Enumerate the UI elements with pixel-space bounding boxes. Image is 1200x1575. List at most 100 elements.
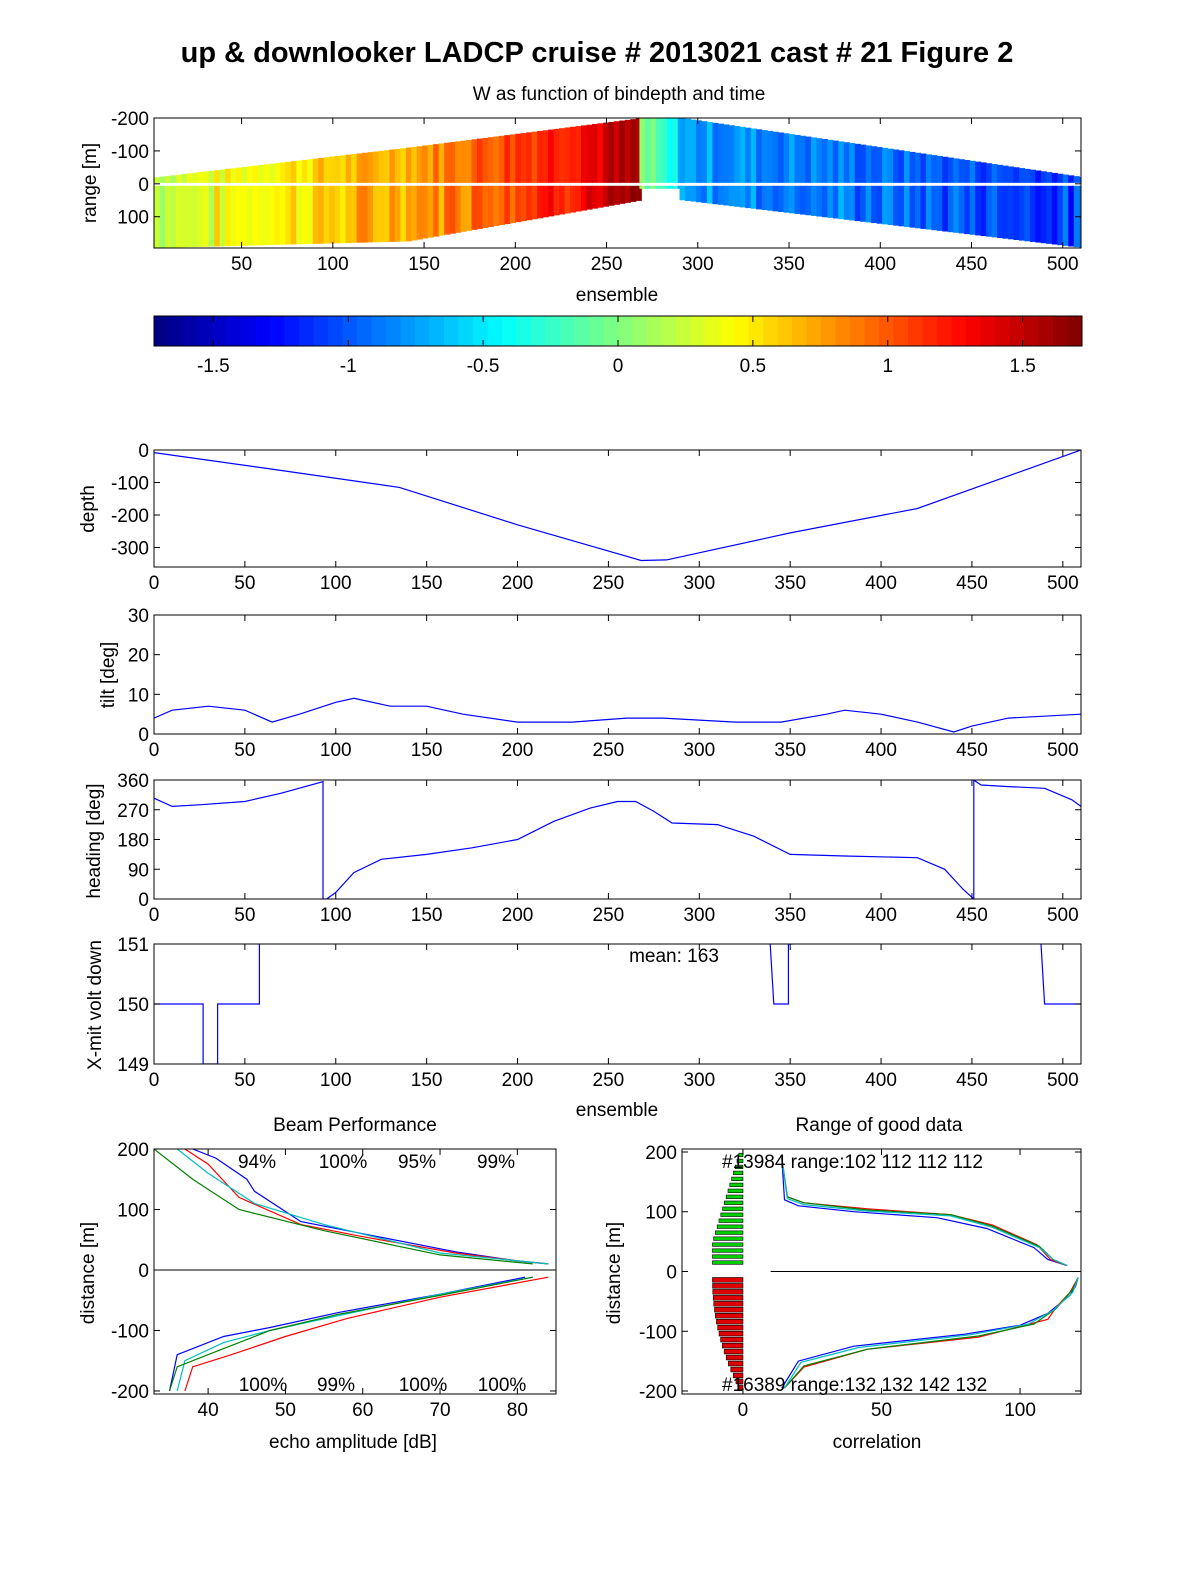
w-cell xyxy=(252,185,259,246)
w-cell xyxy=(487,137,495,183)
tilt-xtick-label: 300 xyxy=(683,740,715,761)
xmit-ytick-label: 151 xyxy=(117,935,149,956)
w-cell xyxy=(613,185,620,205)
depth-frame xyxy=(153,449,1082,568)
w-cell xyxy=(745,127,752,183)
w-cell xyxy=(1068,185,1075,247)
colorbar-swatch xyxy=(995,316,1010,346)
w-cell xyxy=(1073,176,1080,183)
w-cell xyxy=(334,155,341,183)
w-cell xyxy=(208,170,215,183)
w-cell xyxy=(203,185,210,247)
w-cell xyxy=(378,185,385,243)
colorbar-tick-label: 0 xyxy=(613,356,624,377)
w-cell xyxy=(520,133,527,183)
w-cell xyxy=(991,164,998,183)
tilt-xtick-label: 200 xyxy=(502,740,534,761)
heading-ytick-label: 270 xyxy=(117,801,149,822)
w-cell xyxy=(274,163,281,183)
w-cell xyxy=(871,146,878,183)
xmit-xlabel: ensemble xyxy=(576,1100,658,1121)
w-cell xyxy=(1057,185,1064,246)
w-cell xyxy=(564,185,571,214)
w-cell xyxy=(898,185,905,227)
w-cell xyxy=(159,176,166,183)
w-cell xyxy=(1051,172,1058,183)
w-cell xyxy=(389,185,396,242)
w-cell xyxy=(154,177,161,183)
beam-ytick-label: 100 xyxy=(117,1200,149,1221)
w-cell xyxy=(838,141,845,183)
range-ytick-label: 200 xyxy=(645,1143,677,1164)
w-cell xyxy=(570,126,577,183)
w-cell xyxy=(230,185,237,246)
w-cell xyxy=(362,152,369,183)
range-xtick-label: 0 xyxy=(738,1400,749,1421)
depth-ytick-label: -100 xyxy=(111,474,149,495)
w-cell xyxy=(832,140,839,183)
w-cell xyxy=(509,134,516,183)
xmit-xtick-label: 50 xyxy=(234,1070,255,1091)
range-bar-up xyxy=(712,1260,744,1265)
range-bar-up xyxy=(716,1224,744,1229)
beam-frame xyxy=(153,1148,557,1395)
w-cell xyxy=(778,185,785,212)
depth-xtick-label: 400 xyxy=(865,573,897,594)
w-cell xyxy=(772,131,779,183)
beam-percent-label: 94% xyxy=(238,1152,276,1173)
w-cell xyxy=(685,118,692,183)
w-cell xyxy=(953,158,960,183)
colorbar-swatch xyxy=(806,316,822,346)
w-cell xyxy=(175,174,182,183)
w-cell xyxy=(745,185,752,209)
range-ylabel: distance [m] xyxy=(604,1222,625,1324)
w-cell xyxy=(1046,185,1053,244)
w-cell xyxy=(455,141,462,183)
depth-ytick-label: 0 xyxy=(138,441,149,462)
colorbar-swatch xyxy=(908,316,923,346)
colorbar-swatch xyxy=(270,316,285,346)
w-cell xyxy=(236,185,243,246)
w-cell xyxy=(591,185,599,209)
w-cell xyxy=(644,185,651,189)
w-cell xyxy=(564,127,571,183)
range-bar-down xyxy=(723,1348,744,1355)
tilt-xtick-label: 150 xyxy=(411,740,443,761)
w-cell xyxy=(925,185,932,230)
beam-xtick-label: 70 xyxy=(429,1400,450,1421)
w-cell xyxy=(734,185,741,207)
colorbar-swatch xyxy=(937,316,952,346)
range-down-annotation: #16389 range:132 132 142 132 xyxy=(722,1375,987,1396)
tilt-ytick-label: 30 xyxy=(128,606,149,627)
w-cell xyxy=(635,118,642,183)
w-cell xyxy=(515,185,522,223)
w-cell xyxy=(903,151,911,183)
beam-panel: Beam Performance 40 50 60 70 80 200 100 0 -100 -2… xyxy=(78,1115,557,1453)
range-ytick-label: 0 xyxy=(666,1263,677,1284)
w-cell xyxy=(739,185,746,208)
xmit-ylabel: X-mit volt down xyxy=(85,940,106,1070)
heading-ytick-label: 90 xyxy=(128,860,149,881)
w-cell xyxy=(542,185,549,218)
xmit-ytick-label: 150 xyxy=(117,995,149,1016)
w-cell xyxy=(947,157,954,183)
w-cell xyxy=(383,185,390,242)
colorbar-swatch xyxy=(545,316,561,346)
colorbar-swatch xyxy=(342,316,358,346)
w-cell xyxy=(832,185,839,219)
colorbar-swatch xyxy=(647,316,662,346)
beam-series-line xyxy=(154,1149,533,1265)
colorbar-swatch xyxy=(821,316,836,346)
w-cell xyxy=(279,162,286,183)
w-cell xyxy=(258,185,265,246)
w-cell xyxy=(920,185,927,229)
beam-xtick-label: 80 xyxy=(507,1400,528,1421)
range-bar-down xyxy=(716,1319,744,1325)
w-cell xyxy=(986,185,993,237)
w-cell xyxy=(975,161,982,183)
w-cell xyxy=(695,120,703,183)
range-xtick-label: 50 xyxy=(871,1400,892,1421)
heading-xtick-label: 150 xyxy=(411,905,443,926)
w-cell xyxy=(695,185,703,203)
